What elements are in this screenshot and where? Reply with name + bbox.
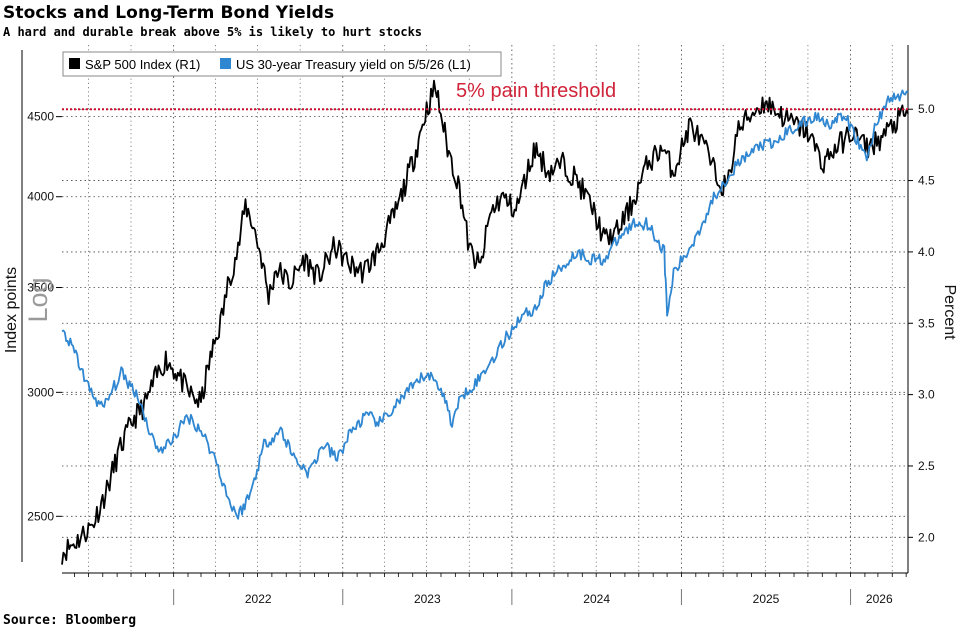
left-tick-label: 3000 xyxy=(27,385,54,399)
left-tick-label: 4500 xyxy=(27,110,54,124)
left-tick-label: 4000 xyxy=(27,190,54,204)
legend-label-yield: US 30-year Treasury yield on 5/5/26 (L1) xyxy=(236,57,471,72)
right-tick-label: 5.0 xyxy=(918,102,935,116)
series-line-sp500 xyxy=(61,79,909,565)
right-axis-label: Percent xyxy=(941,284,958,340)
x-tick-label: 2022 xyxy=(245,592,272,606)
x-tick-label: 2025 xyxy=(753,592,780,606)
right-tick-label: 3.0 xyxy=(918,388,935,402)
chart-legend: S&P 500 Index (R1) US 30-year Treasury y… xyxy=(62,51,502,77)
legend-box xyxy=(62,51,502,77)
right-tick-label: 2.0 xyxy=(918,530,935,544)
chart-title: Stocks and Long-Term Bond Yields xyxy=(3,3,335,23)
right-tick-label: 2.5 xyxy=(918,459,935,473)
left-axis-label: Index points xyxy=(3,267,20,353)
legend-swatch-sp500 xyxy=(69,58,80,69)
x-tick-label: 2026 xyxy=(866,592,893,606)
left-tick-label: 3500 xyxy=(27,281,54,295)
left-tick-label: 2500 xyxy=(27,509,54,523)
chart-axes: 2022 2023 2024 2025 2026 2.0 2.5 3.0 3.5 4.0 4.5 5.… xyxy=(21,45,935,606)
chart-subtitle: A hard and durable break above 5% is lik… xyxy=(3,25,423,39)
right-tick-label: 3.5 xyxy=(918,316,935,330)
threshold-annotation: 5% pain threshold xyxy=(456,80,616,102)
series-lines xyxy=(61,79,909,565)
series-line-yield xyxy=(61,89,909,520)
x-tick-label: 2024 xyxy=(583,592,610,606)
grid-lines xyxy=(62,45,908,573)
right-tick-label: 4.0 xyxy=(918,245,935,259)
x-tick-label: 2023 xyxy=(414,592,441,606)
legend-swatch-yield xyxy=(220,58,231,69)
log-scale-label: Log xyxy=(23,277,53,322)
right-tick-label: 4.5 xyxy=(918,174,935,188)
legend-label-sp500: S&P 500 Index (R1) xyxy=(85,57,200,72)
source-note: Source: Bloomberg xyxy=(3,613,137,628)
